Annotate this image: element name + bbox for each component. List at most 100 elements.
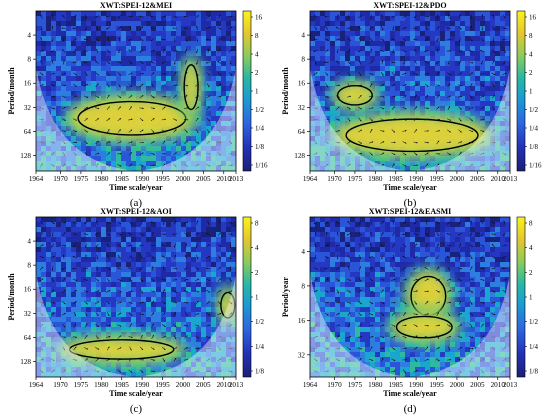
- heatmap-cell: [161, 362, 167, 368]
- heatmap-cell: [71, 227, 77, 233]
- heatmap-cell: [76, 91, 82, 97]
- heatmap-cell: [191, 307, 197, 313]
- heatmap-cell: [221, 26, 227, 32]
- heatmap-cell: [445, 106, 451, 112]
- heatmap-cell: [66, 297, 72, 303]
- heatmap-cell: [196, 31, 202, 37]
- heatmap-cell: [500, 16, 506, 22]
- heatmap-cell: [480, 106, 486, 112]
- heatmap-cell: [146, 71, 152, 77]
- heatmap-cell: [56, 56, 62, 62]
- heatmap-cell: [81, 257, 87, 263]
- heatmap-cell: [445, 227, 451, 233]
- heatmap-cell: [500, 227, 506, 233]
- phase-arrow: [413, 141, 418, 144]
- heatmap-cell: [435, 66, 441, 72]
- heatmap-cell: [495, 126, 501, 132]
- heatmap-cell: [126, 26, 132, 32]
- heatmap-cell: [146, 372, 152, 377]
- phase-arrow: [491, 49, 495, 53]
- heatmap-cell: [355, 11, 361, 17]
- phase-arrow: [61, 118, 66, 121]
- heatmap-cell: [56, 337, 62, 343]
- heatmap-cell: [56, 312, 62, 318]
- heatmap-cell: [146, 46, 152, 52]
- heatmap-cell: [116, 252, 122, 258]
- heatmap-cell: [61, 76, 67, 82]
- heatmap-cell: [475, 36, 481, 42]
- heatmap-cell: [106, 21, 112, 27]
- heatmap-cell: [440, 26, 446, 32]
- heatmap-cell: [41, 31, 47, 37]
- heatmap-cell: [136, 46, 142, 52]
- heatmap-cell: [320, 121, 326, 127]
- heatmap-cell: [46, 242, 52, 248]
- heatmap-cell: [51, 11, 57, 17]
- heatmap-cell: [106, 11, 112, 17]
- x-tick-label: 1975: [348, 175, 363, 183]
- y-tick-label: 64: [298, 128, 306, 136]
- heatmap-cell: [186, 262, 192, 268]
- heatmap-cell: [410, 166, 416, 171]
- phase-arrow: [491, 83, 495, 88]
- heatmap-cell: [465, 26, 471, 32]
- heatmap-cell: [196, 36, 202, 42]
- phase-arrow: [50, 72, 56, 75]
- heatmap-cell: [186, 247, 192, 253]
- heatmap-cell: [131, 86, 137, 92]
- heatmap-cell: [410, 106, 416, 112]
- heatmap-cell: [176, 237, 182, 243]
- colorbar-tick-label: 1: [255, 88, 259, 96]
- phase-arrow: [117, 244, 122, 248]
- heatmap-cell: [131, 46, 137, 52]
- heatmap-cell: [91, 26, 97, 32]
- heatmap-cell: [126, 71, 132, 77]
- heatmap-cell: [136, 81, 142, 87]
- heatmap-cell: [231, 347, 236, 353]
- heatmap-cell: [485, 51, 491, 57]
- heatmap-cell: [216, 131, 222, 137]
- phase-arrow: [150, 118, 155, 122]
- heatmap-cell: [500, 81, 506, 87]
- phase-arrow: [458, 163, 462, 168]
- heatmap-cell: [161, 51, 167, 57]
- heatmap-cell: [216, 166, 222, 171]
- heatmap-cell: [345, 111, 351, 117]
- heatmap-cell: [196, 51, 202, 57]
- heatmap-cell: [36, 332, 42, 338]
- colorbar-tick-label: 1: [255, 294, 259, 302]
- heatmap-cell: [161, 292, 167, 298]
- heatmap-cell: [176, 262, 182, 268]
- heatmap-cell: [131, 317, 137, 323]
- heatmap-cell: [460, 66, 466, 72]
- heatmap-cell: [430, 51, 436, 57]
- heatmap-cell: [166, 166, 172, 171]
- phase-arrow: [161, 118, 167, 121]
- heatmap-cell: [440, 71, 446, 77]
- x-tick-label: 1995: [155, 381, 170, 389]
- phase-arrow: [62, 163, 66, 168]
- phase-arrow: [480, 141, 485, 144]
- heatmap-cell: [51, 232, 57, 238]
- heatmap-cell: [226, 51, 232, 57]
- heatmap-cell: [171, 362, 177, 368]
- heatmap-cell: [181, 36, 187, 42]
- heatmap-cell: [465, 237, 471, 243]
- heatmap-cell: [380, 16, 386, 22]
- heatmap-cell: [196, 242, 202, 248]
- heatmap-cell: [146, 287, 152, 293]
- heatmap-cell: [206, 347, 212, 353]
- heatmap-cell: [495, 21, 501, 27]
- phase-arrow: [61, 95, 66, 98]
- heatmap-cell: [181, 317, 187, 323]
- heatmap-cell: [181, 11, 187, 17]
- heatmap-cell: [51, 26, 57, 32]
- heatmap-cell: [41, 227, 47, 233]
- heatmap-cell: [470, 106, 476, 112]
- heatmap-cell: [480, 91, 486, 97]
- heatmap-cell: [226, 126, 232, 132]
- heatmap-cell: [410, 11, 416, 17]
- heatmap-cell: [505, 222, 510, 228]
- heatmap-cell: [156, 297, 162, 303]
- heatmap-cell: [166, 327, 172, 333]
